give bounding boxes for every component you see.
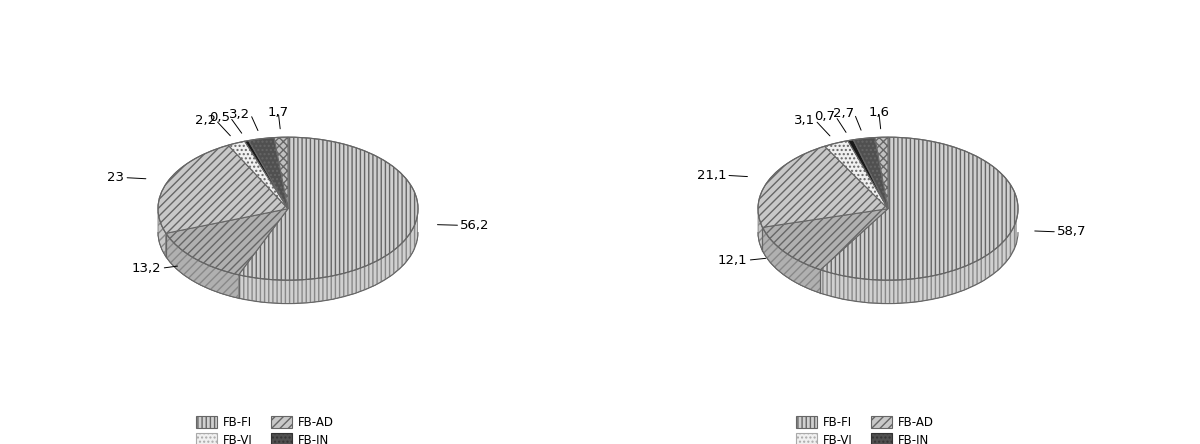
Polygon shape [821,221,1016,304]
Wedge shape [248,138,288,209]
Polygon shape [758,213,762,251]
Text: 0,7: 0,7 [815,110,835,123]
Text: 23: 23 [107,171,125,184]
Text: 1,7: 1,7 [268,106,289,119]
Text: 58,7: 58,7 [1057,226,1086,238]
Text: 56,2: 56,2 [461,219,490,232]
Legend: FB-FI, FB-VI, FB-n, GSB, FB-AD, FB-IN, GSB-Flat Rate: FB-FI, FB-VI, FB-n, GSB, FB-AD, FB-IN, G… [192,411,384,444]
Wedge shape [824,141,888,209]
Text: 21,1: 21,1 [697,169,726,182]
Wedge shape [821,137,1018,280]
Text: 1,6: 1,6 [869,106,889,119]
Polygon shape [762,227,821,293]
Wedge shape [274,137,288,209]
Wedge shape [848,140,888,209]
Polygon shape [762,227,821,293]
Wedge shape [875,137,888,209]
Wedge shape [239,137,418,280]
Text: 3,2: 3,2 [229,108,251,121]
Wedge shape [758,146,888,227]
Polygon shape [158,212,166,257]
Polygon shape [821,221,1016,304]
Text: 3,1: 3,1 [794,114,815,127]
Polygon shape [158,212,166,257]
Polygon shape [758,213,762,251]
Wedge shape [228,141,288,209]
Polygon shape [166,234,239,298]
Text: 0,5: 0,5 [209,111,230,123]
Text: 2,7: 2,7 [833,107,854,120]
Wedge shape [166,209,288,275]
Polygon shape [239,216,418,304]
Wedge shape [245,141,288,209]
Legend: FB-FI, FB-VI, FB-n, GSB, FB-AD, FB-IN, GSB-Flat Rate: FB-FI, FB-VI, FB-n, GSB, FB-AD, FB-IN, G… [792,411,984,444]
Polygon shape [239,216,418,304]
Wedge shape [762,209,888,270]
Text: 2,2: 2,2 [194,114,216,127]
Wedge shape [853,138,888,209]
Wedge shape [158,145,288,234]
Polygon shape [166,234,239,298]
Text: 13,2: 13,2 [132,262,162,275]
Text: 12,1: 12,1 [718,254,748,267]
